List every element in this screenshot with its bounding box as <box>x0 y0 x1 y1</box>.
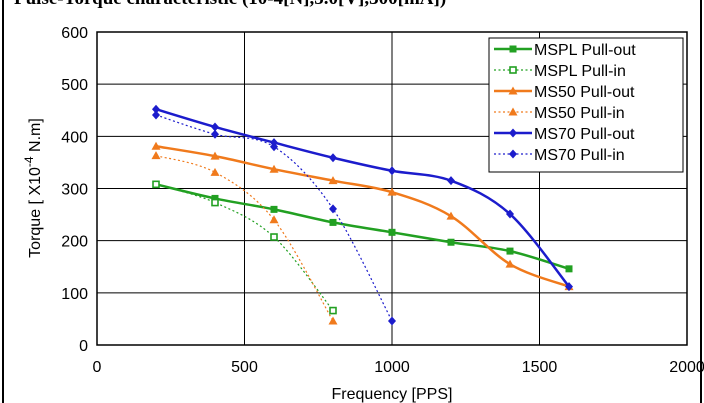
legend-box <box>488 37 684 173</box>
data-point <box>210 151 220 160</box>
legend-item: MSPL Pull-in <box>494 63 626 80</box>
data-point <box>505 259 515 268</box>
x-axis-title: Frequency [PPS] <box>332 386 453 403</box>
data-point <box>446 211 456 220</box>
series-line <box>155 114 393 322</box>
chart-header-title: Pulse-Torque characteristic (10-4[N],5.0… <box>14 0 446 10</box>
data-point <box>269 164 279 173</box>
data-point <box>211 122 219 132</box>
data-point <box>152 110 160 120</box>
x-tick-label: 1500 <box>522 359 558 376</box>
y-tick-label: 600 <box>61 25 88 42</box>
data-point <box>329 153 337 163</box>
data-point <box>211 194 219 202</box>
legend-swatch-marker <box>508 86 518 95</box>
legend-label: MS70 Pull-out <box>534 126 635 143</box>
legend: MSPL Pull-out MSPL Pull-in MS50 Pull-out MS… <box>488 37 684 173</box>
series-line <box>155 155 334 322</box>
y-tick-label: 100 <box>61 286 88 303</box>
data-point <box>211 129 219 139</box>
data-point <box>328 176 338 185</box>
data-point <box>506 247 514 255</box>
data-point <box>506 209 514 219</box>
legend-swatch-marker <box>508 107 518 116</box>
series-1 <box>152 180 337 315</box>
series-0 <box>152 180 573 273</box>
data-point <box>328 316 338 325</box>
series-line <box>155 145 570 288</box>
legend-swatch-marker <box>509 149 517 159</box>
legend-item: MS50 Pull-out <box>494 84 635 101</box>
data-point <box>447 176 455 186</box>
data-point <box>329 218 337 226</box>
legend-swatch-marker <box>509 128 517 138</box>
data-point <box>388 316 396 326</box>
data-point <box>270 142 278 152</box>
data-point <box>329 204 337 214</box>
legend-item: MS70 Pull-in <box>494 147 625 164</box>
y-tick-label: 400 <box>61 129 88 146</box>
y-tick-label: 300 <box>61 182 88 199</box>
data-point <box>151 141 161 150</box>
x-tick-label: 2000 <box>669 359 704 376</box>
data-point <box>269 215 279 224</box>
series-layer <box>151 104 574 326</box>
plot-area-border <box>96 31 688 346</box>
data-point <box>270 205 278 213</box>
legend-item: MSPL Pull-out <box>494 42 636 59</box>
legend-label: MS70 Pull-in <box>534 147 625 164</box>
legend-swatch-marker <box>509 66 517 74</box>
legend-label: MS50 Pull-out <box>534 84 635 101</box>
data-point <box>388 166 396 176</box>
series-5 <box>152 110 396 326</box>
y-tick-label: 0 <box>79 338 88 355</box>
data-point <box>210 167 220 176</box>
y-axis-title: Torque [ X10-4 N.m] <box>22 118 44 258</box>
x-tick-label: 0 <box>93 359 102 376</box>
data-point <box>151 151 161 160</box>
legend-label: MS50 Pull-in <box>534 105 625 122</box>
series-3 <box>151 151 338 325</box>
data-point <box>270 233 278 241</box>
data-point <box>447 238 455 246</box>
tick-labels: 0 500 1000 1500 2000 0 100 200 300 400 500 600 <box>61 25 704 376</box>
data-point <box>387 187 397 196</box>
data-point <box>329 306 337 315</box>
legend-item: MS70 Pull-out <box>494 126 635 143</box>
legend-swatch-marker <box>509 45 517 53</box>
data-point <box>565 282 573 292</box>
data-point <box>388 228 396 236</box>
data-point <box>152 180 160 189</box>
y-tick-label: 500 <box>61 77 88 94</box>
series-line <box>155 183 570 271</box>
data-point <box>211 198 219 207</box>
x-tick-label: 500 <box>231 359 258 376</box>
legend-label: MSPL Pull-out <box>534 42 636 59</box>
legend-label: MSPL Pull-in <box>534 63 626 80</box>
data-point <box>565 265 573 273</box>
data-point <box>152 104 160 114</box>
x-tick-label: 1000 <box>374 359 410 376</box>
legend-item: MS50 Pull-in <box>494 105 625 122</box>
y-tick-label: 200 <box>61 234 88 251</box>
